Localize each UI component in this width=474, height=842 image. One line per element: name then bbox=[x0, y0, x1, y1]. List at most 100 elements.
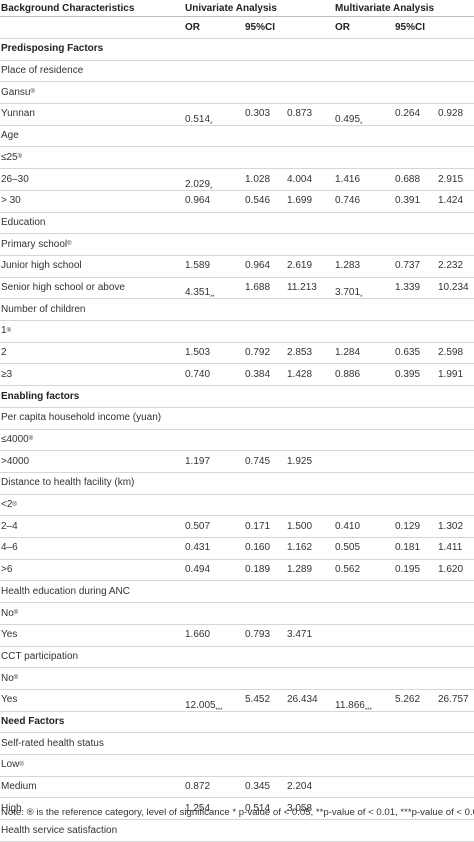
univariate-or: 1.660 bbox=[185, 624, 210, 646]
table-row: Primary school ® bbox=[0, 233, 474, 256]
row-label-text: Primary school bbox=[1, 238, 68, 250]
table-row: Yunnan 0.514 * 0.303 0.873 0.495 * 0.264 0.928 bbox=[0, 103, 474, 128]
univariate-ci-low: 5.452 bbox=[245, 694, 271, 706]
univariate-or-value: 12.005 bbox=[185, 699, 216, 711]
table-row: <2 ® bbox=[0, 494, 474, 517]
table-row: Gansu ® bbox=[0, 81, 474, 105]
row-label: ≤25 ® bbox=[1, 151, 23, 163]
row-label-text: Enabling factors bbox=[1, 390, 80, 402]
univariate-ci-low: 0.171 bbox=[245, 520, 271, 532]
row-label: Gansu ® bbox=[1, 86, 35, 98]
table-row: Distance to health facility (km) bbox=[0, 472, 474, 495]
univariate-or-value: 1.254 bbox=[185, 802, 211, 814]
table-row: Number of children bbox=[0, 298, 474, 322]
row-label-text: Education bbox=[1, 216, 46, 228]
multivariate-ci-high: 2.232 bbox=[438, 260, 464, 272]
multivariate-or-value: 1.284 bbox=[335, 347, 361, 359]
table-row: No ® bbox=[0, 602, 474, 625]
multivariate-or-value: 0.505 bbox=[335, 542, 361, 554]
table-row: Place of residence bbox=[0, 60, 474, 83]
table-row: ≤4000 ® bbox=[0, 429, 474, 452]
table-row: CCT participation bbox=[0, 646, 474, 669]
table-row: Yes 12.005 *** 5.452 26.434 11.866 *** 5.262 26.… bbox=[0, 689, 474, 714]
header-ci-univariate: 95%CI bbox=[245, 21, 276, 33]
row-label-text: Yes bbox=[1, 629, 18, 641]
univariate-ci-low: 0.189 bbox=[245, 564, 271, 576]
row-label: Need Factors bbox=[1, 711, 64, 733]
univariate-or: 1.503 bbox=[185, 342, 210, 364]
row-label: >4000 bbox=[1, 450, 29, 472]
table-row: High 1.254 0.514 3.058 bbox=[0, 798, 474, 821]
univariate-or-value: 0.494 bbox=[185, 564, 211, 576]
row-label: Medium bbox=[1, 776, 37, 798]
multivariate-or-value: 11.866 bbox=[335, 699, 365, 711]
multivariate-or: 1.284 bbox=[335, 342, 360, 364]
row-label: Education bbox=[1, 212, 45, 234]
row-label-text: 26–30 bbox=[1, 173, 29, 185]
multivariate-or: 1.283 bbox=[335, 255, 360, 277]
univariate-or-value: 0.740 bbox=[185, 368, 211, 380]
multivariate-ci-low: 0.688 bbox=[395, 173, 421, 185]
row-label-text: Low bbox=[1, 759, 20, 771]
row-label: 1 ® bbox=[1, 325, 11, 337]
multivariate-ci-high: 1.620 bbox=[438, 564, 464, 576]
univariate-or: 0.507 bbox=[185, 515, 210, 537]
univariate-ci-low: 0.793 bbox=[245, 629, 271, 641]
row-label-text: Self-rated health status bbox=[1, 737, 104, 749]
multivariate-ci-high: 10.234 bbox=[438, 282, 469, 294]
row-label: No ® bbox=[1, 607, 19, 619]
row-label-text: 2–4 bbox=[1, 520, 18, 532]
row-label: 26–30 bbox=[1, 168, 29, 190]
row-label: Senior high school or above bbox=[1, 277, 125, 299]
multivariate-ci-low: 0.391 bbox=[395, 195, 421, 207]
univariate-ci-high: 0.873 bbox=[287, 108, 313, 120]
table-row: 1 ® bbox=[0, 320, 474, 343]
row-label-text: Need Factors bbox=[1, 716, 65, 728]
univariate-or: 0.740 bbox=[185, 364, 210, 386]
multivariate-ci-high: 1.991 bbox=[438, 368, 464, 380]
header-univariate: Univariate Analysis bbox=[185, 2, 277, 14]
multivariate-ci-high: 1.424 bbox=[438, 195, 464, 207]
row-label: Per capita household income (yuan) bbox=[1, 407, 161, 429]
univariate-ci-high: 2.619 bbox=[287, 260, 313, 272]
univariate-ci-high: 1.500 bbox=[287, 520, 313, 532]
univariate-or: 1.254 bbox=[185, 798, 210, 820]
univariate-or: 0.872 bbox=[185, 776, 210, 798]
row-label-text: Junior high school bbox=[1, 260, 82, 272]
table-row: ≤25 ® bbox=[0, 147, 474, 170]
multivariate-or: 0.562 bbox=[335, 559, 360, 581]
univariate-or: 1.589 bbox=[185, 255, 210, 277]
table-row: Age bbox=[0, 125, 474, 148]
row-label-text: Per capita household income (yuan) bbox=[1, 412, 162, 424]
multivariate-ci-low: 0.181 bbox=[395, 542, 421, 554]
table-row: Medium 0.872 0.345 2.204 bbox=[0, 776, 474, 799]
table-row: Education bbox=[0, 212, 474, 235]
row-label-text: No bbox=[1, 607, 14, 619]
row-label-text: >4000 bbox=[1, 455, 30, 467]
univariate-ci-low: 0.345 bbox=[245, 781, 271, 793]
multivariate-or-value: 0.410 bbox=[335, 520, 361, 532]
row-label-text: ≤4000 bbox=[1, 433, 29, 445]
table-row: Low ® bbox=[0, 754, 474, 777]
row-label-text: Health education during ANC bbox=[1, 585, 130, 597]
row-label-text: CCT participation bbox=[1, 650, 79, 662]
header-or-univariate: OR bbox=[185, 21, 200, 33]
table-row: Predisposing Factors bbox=[0, 38, 474, 61]
multivariate-or: 0.410 bbox=[335, 515, 360, 537]
row-label-text: Medium bbox=[1, 781, 37, 793]
multivariate-or: 1.416 bbox=[335, 168, 360, 190]
table-row: Health education during ANC bbox=[0, 581, 474, 604]
row-label: Predisposing Factors bbox=[1, 38, 103, 60]
univariate-or-value: 1.660 bbox=[185, 629, 211, 641]
row-label-text: Health service satisfaction bbox=[1, 824, 118, 836]
table-row: > 30 0.964 0.546 1.699 0.746 0.391 1.424 bbox=[0, 190, 474, 213]
univariate-or: 0.431 bbox=[185, 537, 210, 559]
table-row: Health service satisfaction bbox=[0, 819, 474, 842]
table-row: ≥3 0.740 0.384 1.428 0.886 0.395 1.991 bbox=[0, 364, 474, 387]
univariate-ci-low: 0.303 bbox=[245, 108, 271, 120]
multivariate-ci-high: 0.928 bbox=[438, 108, 464, 120]
multivariate-or-value: 0.746 bbox=[335, 195, 361, 207]
table-row: 26–30 2.029 * 1.028 4.004 1.416 0.688 2.915 bbox=[0, 168, 474, 193]
table-header-row-1: Background Characteristics Univariate An… bbox=[0, 0, 474, 17]
row-label-text: Place of residence bbox=[1, 65, 84, 77]
